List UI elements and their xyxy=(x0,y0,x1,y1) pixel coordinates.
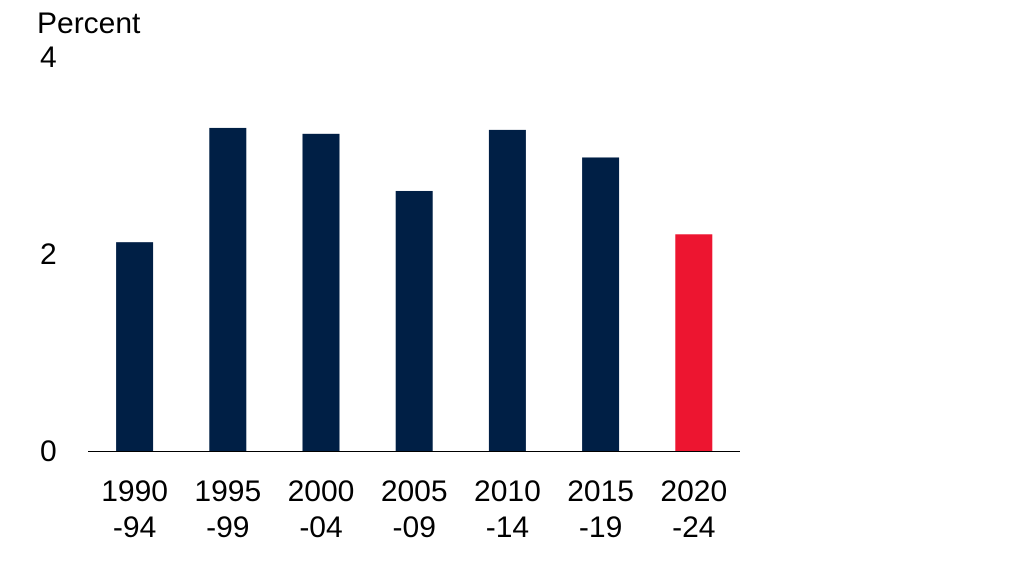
x-tick-label: 2010 -14 xyxy=(474,475,541,544)
bar xyxy=(488,129,526,451)
x-tick-label-line-1: 2015 xyxy=(567,475,634,508)
x-tick-label-line-1: 2005 xyxy=(381,475,448,508)
x-tick-label-line-2: -09 xyxy=(393,511,436,544)
bar xyxy=(116,242,154,451)
x-tick-label-line-1: 2020 xyxy=(660,475,727,508)
x-tick-label: 2005 -09 xyxy=(381,475,448,544)
bar xyxy=(582,157,620,451)
x-tick-label: 1995 -99 xyxy=(194,475,261,544)
y-tick-label: 2 xyxy=(40,238,57,271)
bar xyxy=(675,234,713,451)
x-tick-label: 2015 -19 xyxy=(567,475,634,544)
x-tick-label: 2020 -24 xyxy=(660,475,727,544)
x-tick-label-line-2: -94 xyxy=(113,511,156,544)
bar xyxy=(395,190,433,451)
bar xyxy=(209,127,247,452)
x-tick-label-line-2: -19 xyxy=(579,511,622,544)
x-tick-label-line-2: -14 xyxy=(486,511,529,544)
x-tick-label: 1990 -94 xyxy=(101,475,168,544)
y-axis-ticks: 0 2 4 xyxy=(40,41,57,468)
x-tick-label-line-1: 1995 xyxy=(194,475,261,508)
x-tick-label: 2000 -04 xyxy=(288,475,355,544)
x-tick-label-line-2: -24 xyxy=(672,511,715,544)
x-tick-label-line-1: 2000 xyxy=(288,475,355,508)
x-tick-label-line-2: -04 xyxy=(299,511,342,544)
y-tick-label: 4 xyxy=(40,41,57,74)
bars xyxy=(116,127,713,452)
bar xyxy=(302,133,340,451)
x-tick-label-line-1: 2010 xyxy=(474,475,541,508)
x-tick-label-line-2: -99 xyxy=(206,511,249,544)
y-axis-label: Percent xyxy=(37,7,141,40)
y-tick-label: 0 xyxy=(40,435,57,468)
x-tick-label-line-1: 1990 xyxy=(101,475,168,508)
